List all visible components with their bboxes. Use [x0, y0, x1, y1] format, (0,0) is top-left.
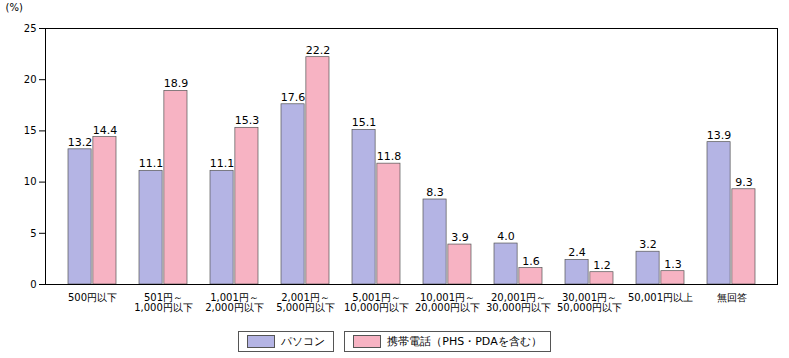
svg-text:15: 15 — [24, 125, 37, 136]
svg-text:11.8: 11.8 — [377, 150, 402, 163]
svg-text:25: 25 — [24, 23, 37, 34]
html-text:パソコン: パソコン — [281, 334, 326, 348]
svg-text:500円以下: 500円以下 — [68, 292, 117, 303]
svg-text:3.9: 3.9 — [451, 231, 469, 244]
svg-text:10: 10 — [24, 176, 37, 187]
svg-text:(%): (%) — [6, 2, 23, 13]
svg-text:22.2: 22.2 — [306, 44, 331, 57]
svg-text:10,001円～20,000円以下: 10,001円～20,000円以下 — [415, 292, 480, 313]
svg-text:5: 5 — [30, 228, 36, 239]
svg-text:50,001円以上: 50,001円以上 — [628, 292, 693, 303]
svg-text:20: 20 — [24, 74, 37, 85]
svg-text:1.3: 1.3 — [664, 258, 682, 271]
svg-text:5,001円～10,000円以下: 5,001円～10,000円以下 — [344, 292, 409, 313]
svg-text:13.9: 13.9 — [707, 129, 732, 142]
svg-text:4.0: 4.0 — [497, 230, 515, 243]
svg-text:無回答: 無回答 — [717, 292, 747, 303]
svg-text:2,001円～5,000円以下: 2,001円～5,000円以下 — [276, 292, 335, 313]
svg-text:501円～1,000円以下: 501円～1,000円以下 — [134, 292, 193, 313]
svg-text:8.3: 8.3 — [426, 186, 444, 199]
svg-text:18.9: 18.9 — [164, 77, 189, 90]
svg-text:17.6: 17.6 — [281, 91, 306, 104]
svg-text:11.1: 11.1 — [139, 157, 164, 170]
svg-text:2.4: 2.4 — [568, 246, 586, 259]
svg-text:14.4: 14.4 — [93, 124, 118, 137]
svg-text:0: 0 — [30, 279, 36, 290]
html-text:携帯電話（PHS・PDAを含む）: 携帯電話（PHS・PDAを含む） — [387, 334, 542, 348]
svg-text:9.3: 9.3 — [735, 176, 753, 189]
svg-text:1,001円～2,000円以下: 1,001円～2,000円以下 — [205, 292, 264, 313]
svg-text:1.6: 1.6 — [522, 255, 540, 268]
svg-text:15.3: 15.3 — [235, 114, 260, 127]
svg-text:3.2: 3.2 — [639, 238, 657, 251]
svg-text:15.1: 15.1 — [352, 116, 377, 129]
svg-text:13.2: 13.2 — [68, 136, 93, 149]
svg-text:11.1: 11.1 — [210, 157, 235, 170]
svg-text:20,001円～30,000円以下: 20,001円～30,000円以下 — [486, 292, 551, 313]
svg-text:30,001円～50,000円以下: 30,001円～50,000円以下 — [557, 292, 622, 313]
svg-text:1.2: 1.2 — [593, 259, 611, 272]
